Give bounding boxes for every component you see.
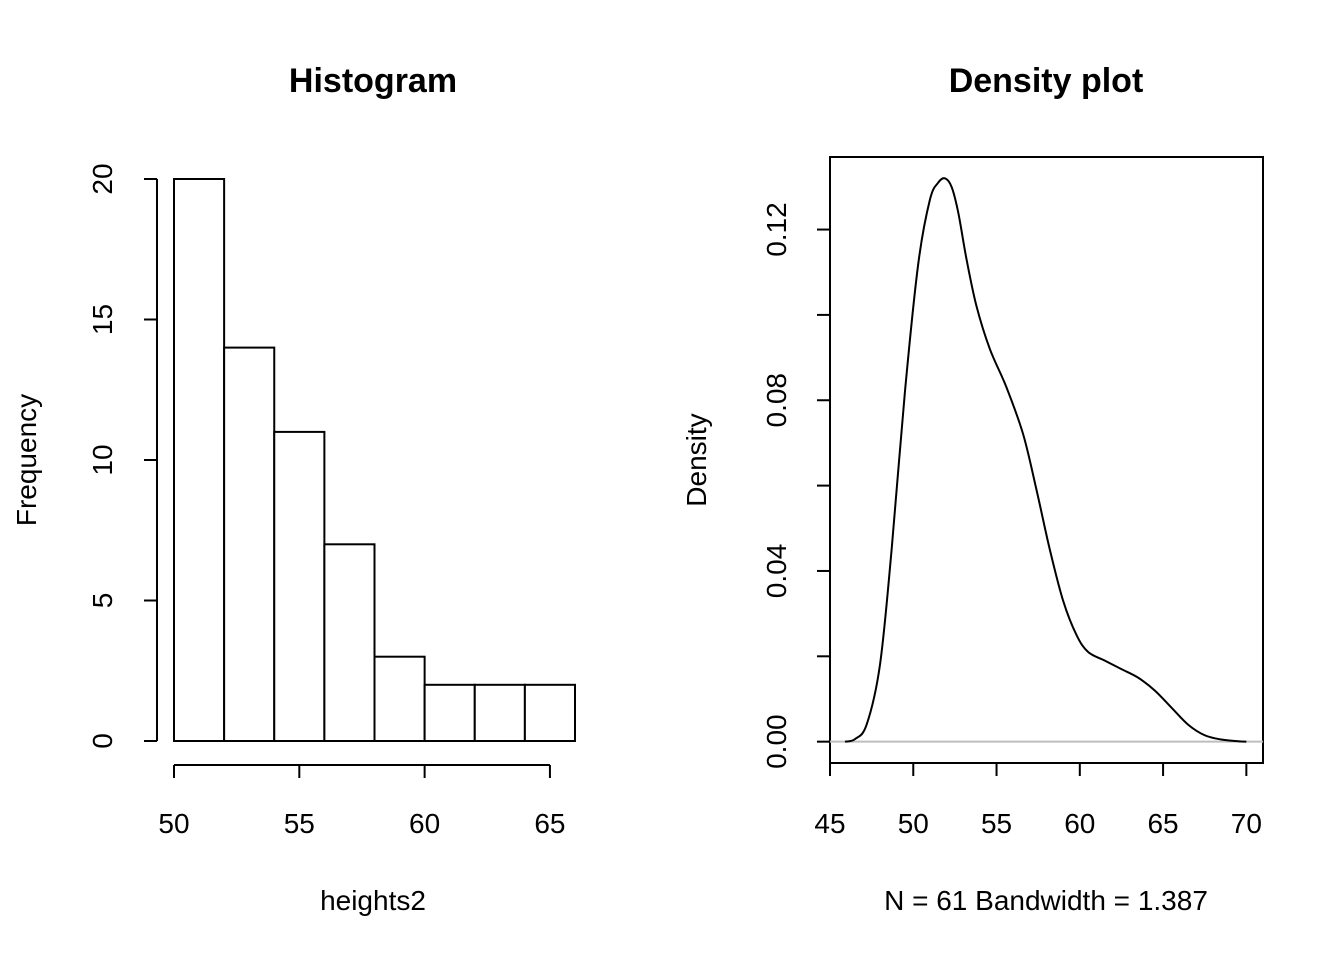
density-x-tick-label: 55 [981,808,1012,839]
density-plot-box [829,156,1264,764]
density-x-tick-label: 50 [898,808,929,839]
histogram-title: Histogram [289,62,457,100]
histogram-bar [173,178,226,742]
histogram-x-tick-label: 60 [409,808,440,839]
histogram-bar [223,346,276,742]
density-title: Density plot [949,62,1144,100]
density-y-tick-label: 0.04 [761,544,792,599]
histogram-y-tick-label: 5 [87,593,118,609]
histogram-bar [323,543,376,742]
histogram-x-axis-label: heights2 [320,885,426,916]
density-x-axis-label: N = 61 Bandwidth = 1.387 [884,885,1208,916]
density-y-tick-label: 0.00 [761,714,792,769]
density-x-axis: 45 50 55 60 65 70 [814,763,1262,839]
histogram-y-tick-label: 20 [87,163,118,194]
histogram-panel: Histogram heights2 Frequency 50 55 60 65 0 5… [11,62,576,916]
density-y-tick-label: 0.12 [761,202,792,257]
density-curve [844,177,1247,743]
density-y-tick-label: 0.08 [761,373,792,428]
histogram-y-tick-label: 0 [87,733,118,749]
density-x-tick-label: 65 [1147,808,1178,839]
histogram-bar [373,655,426,743]
density-x-tick-label: 45 [814,808,845,839]
histogram-y-tick-label: 15 [87,304,118,335]
histogram-bar [273,430,326,742]
histogram-bar [473,683,526,742]
density-y-axis: 0.00 0.04 0.08 0.12 [761,202,830,769]
histogram-bar [523,683,576,742]
density-x-tick-label: 70 [1231,808,1262,839]
histogram-bars [173,178,576,743]
histogram-y-axis: 0 5 10 15 20 [87,163,158,749]
histogram-y-axis-label: Frequency [11,394,42,526]
histogram-bar [423,683,476,742]
density-panel: Density plot N = 61 Bandwidth = 1.387 De… [681,62,1264,916]
histogram-x-axis: 50 55 60 65 [158,764,566,839]
density-x-tick-label: 60 [1064,808,1095,839]
histogram-x-tick-label: 50 [158,808,189,839]
density-y-axis-label: Density [681,413,712,506]
histogram-x-tick-label: 65 [534,808,565,839]
histogram-x-tick-label: 55 [284,808,315,839]
histogram-y-tick-label: 10 [87,444,118,475]
